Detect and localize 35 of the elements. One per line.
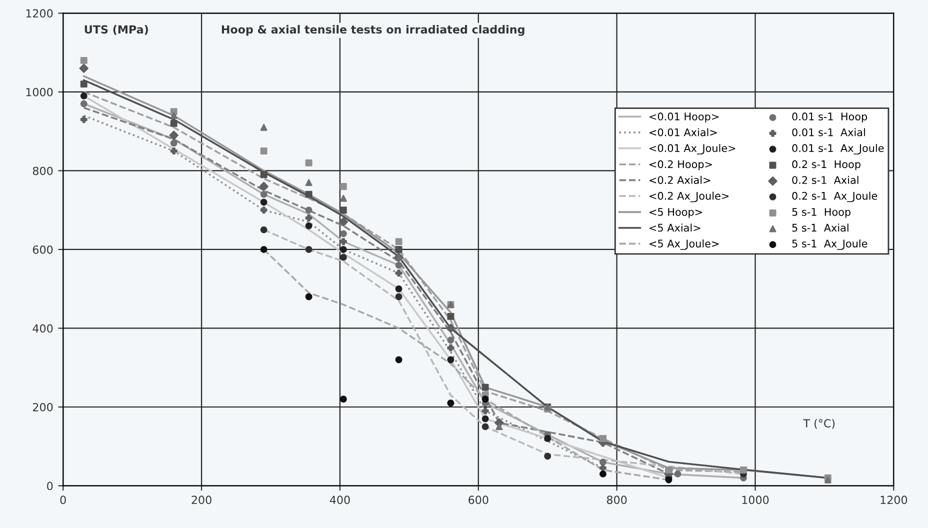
legend-label: <5 Hoop> [650,208,702,218]
legend-label: <0.2 Ax_Joule> [650,192,729,202]
legend-label: <5 Axial> [650,224,700,232]
legend-label: <0.2 Hoop> [650,160,712,170]
y-tick-label: 600 [32,245,53,254]
legend-label: 5 s-1 Hoop [792,208,850,218]
legend-label: 0.01 s-1 Axial [792,128,865,136]
legend-label: <0.01 Axial> [650,128,717,136]
x-tick-label: 600 [468,496,488,504]
y-tick-label: 0 [47,482,53,490]
legend-label: <0.01 Hoop> [650,112,719,122]
y-axis-title: UTS (MPa) [84,25,148,35]
y-tick-label: 1000 [26,88,53,96]
legend-label: 0.2 s-1 Ax_Joule [792,192,878,202]
x-tick-label: 200 [192,496,212,504]
legend-label: 0.2 s-1 Hoop [792,160,860,170]
x-tick-label: 800 [606,496,627,504]
text: Hoop & axial tensile tests on irradiated cladding [222,25,524,36]
legend-label: <0.2 Axial> [650,176,710,184]
x-axis-title: T (°C) [803,418,835,429]
legend-label: 0.01 s-1 Hoop [792,112,868,122]
x-tick-label: 400 [330,496,350,504]
y-tick-label: 1200 [26,9,53,18]
y-tick-label: 200 [32,402,53,412]
y-tick-label: 400 [32,324,53,333]
y-tick-label: 800 [32,166,53,176]
legend-label: 5 s-1 Ax_Joule [792,239,868,250]
legend-label: 5 s-1 Axial [792,224,848,232]
x-tick-label: 1200 [880,496,908,504]
x-tick-label: 0 [60,496,66,504]
x-tick-label: 1000 [742,496,769,504]
legend-label: <0.01 Ax_Joule> [650,144,736,154]
legend-label: <5 Ax_Joule> [650,239,719,250]
legend-label: 0.2 s-1 Axial [792,176,858,184]
legend-label: 0.01 s-1 Ax_Joule [792,144,884,154]
